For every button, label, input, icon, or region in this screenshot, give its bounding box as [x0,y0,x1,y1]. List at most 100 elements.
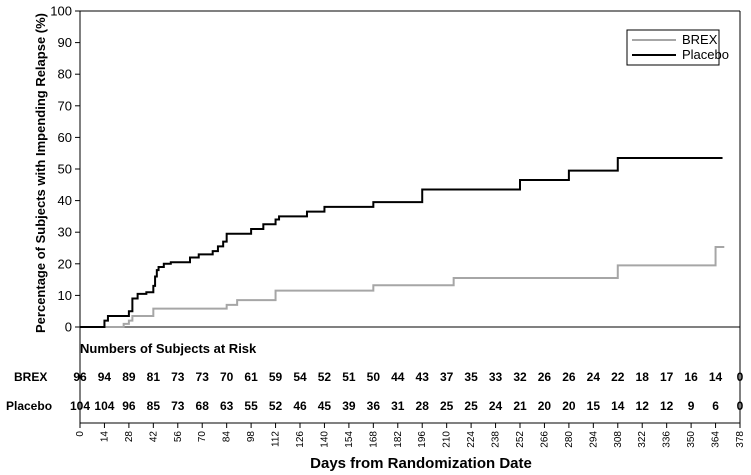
risk-value-placebo: 20 [562,399,576,413]
risk-value-brex: 43 [416,370,430,384]
x-tick-label: 266 [539,431,550,448]
x-axis-label: Days from Randomization Date [310,455,532,472]
x-tick-label: 280 [564,431,575,448]
legend: BREX Placebo [626,29,729,66]
risk-value-brex: 70 [220,370,234,384]
risk-value-placebo: 24 [489,399,503,413]
x-tick-label: 350 [686,431,697,448]
risk-value-placebo: 36 [367,399,381,413]
x-tick-label: 168 [368,431,379,448]
x-tick-label: 28 [124,431,135,443]
risk-value-placebo: 104 [70,399,90,413]
risk-value-placebo: 21 [513,399,527,413]
legend-box [626,29,720,66]
x-tick-label: 308 [613,431,624,448]
y-tick-label: 30 [58,225,72,240]
risk-value-brex: 0 [737,370,744,384]
risk-value-placebo: 55 [244,399,258,413]
legend-label-brex: BREX [682,32,718,47]
risk-value-placebo: 14 [611,399,625,413]
x-tick-label: 196 [417,431,428,448]
risk-value-placebo: 9 [688,399,695,413]
x-tick-label: 56 [173,431,184,443]
risk-value-brex: 17 [660,370,674,384]
risk-value-brex: 96 [73,370,87,384]
risk-value-placebo: 63 [220,399,234,413]
x-tick-label: 70 [197,431,208,443]
risk-value-brex: 26 [562,370,576,384]
risk-row-label-brex: BREX [14,370,47,384]
risk-value-brex: 54 [293,370,307,384]
y-tick-label: 80 [58,67,72,82]
risk-value-placebo: 0 [737,399,744,413]
risk-value-brex: 16 [684,370,698,384]
y-tick-label: 10 [58,288,72,303]
x-tick-label: 98 [246,431,257,443]
x-tick-label: 126 [295,431,306,448]
risk-value-brex: 37 [440,370,454,384]
x-tick-label: 182 [393,431,404,448]
risk-value-placebo: 39 [342,399,356,413]
risk-value-placebo: 25 [440,399,454,413]
risk-value-brex: 26 [538,370,552,384]
x-tick-label: 378 [735,431,746,448]
x-tick-label: 252 [515,431,526,448]
x-tick-label: 238 [491,431,502,448]
risk-value-placebo: 45 [318,399,332,413]
legend-label-placebo: Placebo [682,47,729,62]
x-tick-label: 322 [637,431,648,448]
risk-value-placebo: 12 [636,399,650,413]
risk-value-placebo: 85 [147,399,161,413]
x-tick-label: 210 [442,431,453,448]
risk-value-brex: 94 [98,370,112,384]
risk-value-placebo: 25 [464,399,478,413]
x-tick-label: 224 [466,431,477,448]
y-tick-label: 70 [58,98,72,113]
x-tick-label: 112 [271,431,282,447]
risk-value-brex: 73 [171,370,185,384]
y-tick-label: 0 [65,320,72,335]
y-tick-label: 50 [58,162,72,177]
risk-value-placebo: 31 [391,399,405,413]
y-tick-label: 20 [58,256,72,271]
series-line-brex [80,246,725,328]
risk-value-brex: 89 [122,370,136,384]
x-tick-label: 84 [222,431,233,443]
x-tick-label: 0 [75,431,86,437]
risk-value-brex: 35 [464,370,478,384]
risk-value-placebo: 12 [660,399,674,413]
risk-value-brex: 22 [611,370,625,384]
risk-value-brex: 52 [318,370,332,384]
risk-value-placebo: 73 [171,399,185,413]
y-axis-label: Percentage of Subjects with Impending Re… [33,13,48,333]
x-tick-label: 294 [588,431,599,448]
risk-value-placebo: 96 [122,399,136,413]
series-line-placebo [80,156,723,328]
risk-value-placebo: 28 [416,399,430,413]
risk-value-placebo: 20 [538,399,552,413]
risk-value-placebo: 15 [587,399,601,413]
risk-value-brex: 44 [391,370,405,384]
risk-value-brex: 59 [269,370,283,384]
x-tick-label: 154 [344,431,355,448]
risk-value-brex: 33 [489,370,503,384]
y-tick-label: 100 [50,4,72,19]
risk-value-brex: 18 [636,370,650,384]
risk-value-brex: 32 [513,370,527,384]
risk-value-placebo: 52 [269,399,283,413]
risk-value-brex: 81 [147,370,161,384]
risk-value-brex: 24 [587,370,601,384]
risk-value-brex: 73 [196,370,210,384]
risk-value-placebo: 6 [712,399,719,413]
risk-value-brex: 50 [367,370,381,384]
y-tick-label: 90 [58,35,72,50]
risk-row-label-placebo: Placebo [6,399,52,413]
risk-value-brex: 14 [709,370,723,384]
y-tick-label: 60 [58,130,72,145]
x-tick-label: 140 [319,431,330,448]
x-tick-label: 42 [148,431,159,443]
risk-value-placebo: 46 [293,399,307,413]
x-tick-label: 364 [711,431,722,448]
risk-value-placebo: 68 [196,399,210,413]
